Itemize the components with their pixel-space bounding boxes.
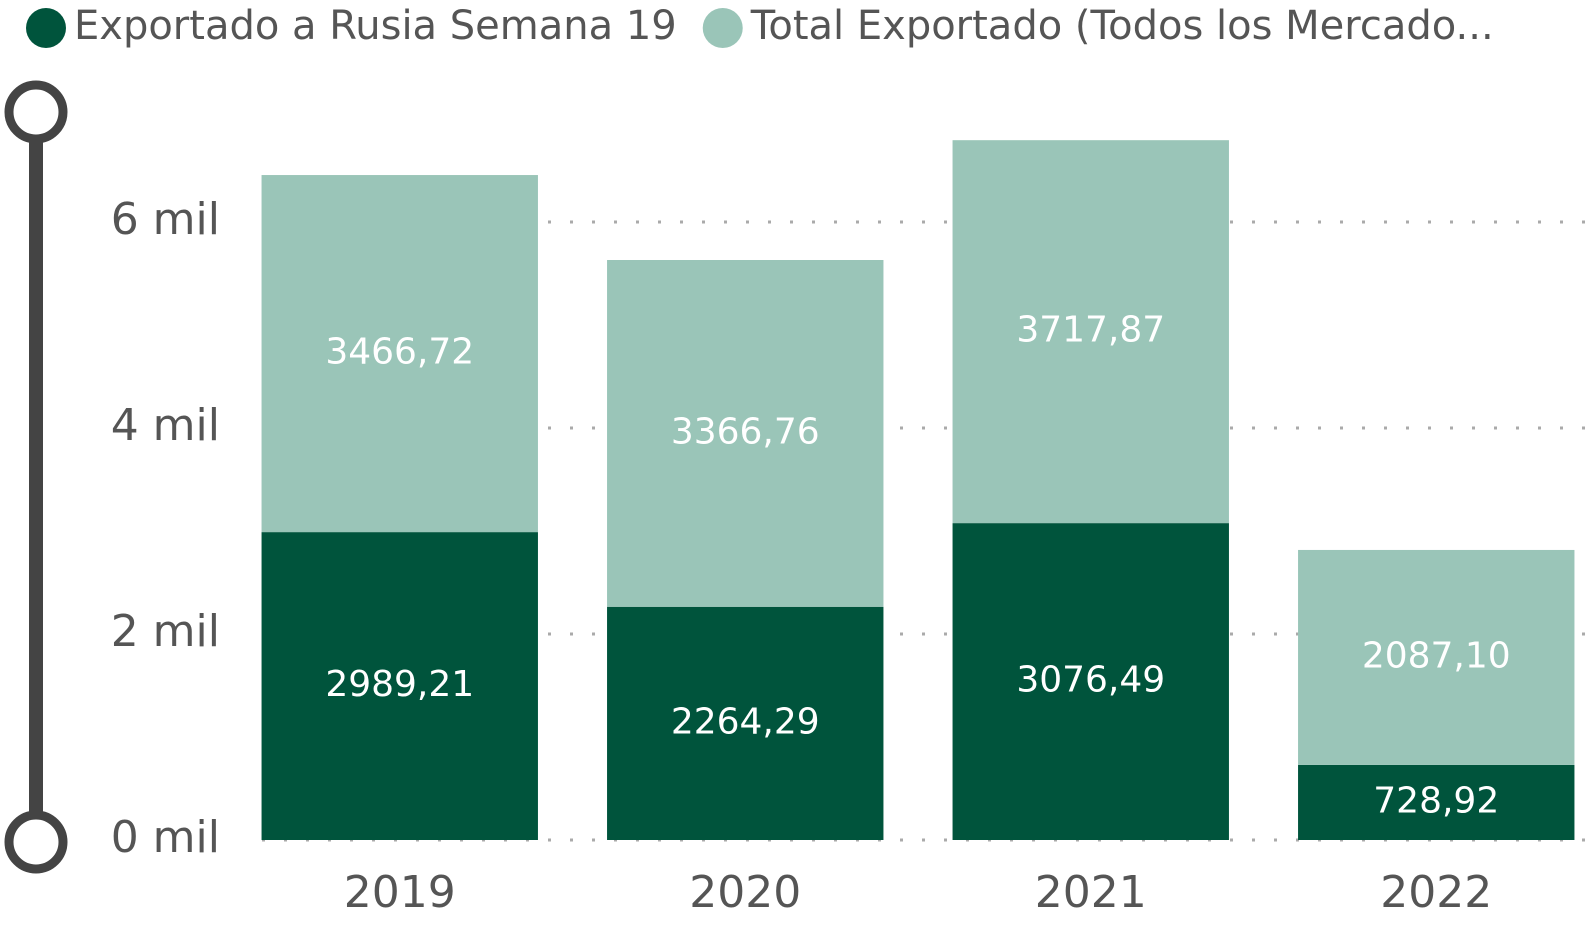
bar-segment xyxy=(1298,549,1575,765)
x-tick-label: 2021 xyxy=(1035,867,1147,918)
y-tick-label: 2 mil xyxy=(111,606,220,657)
x-tick-label: 2019 xyxy=(344,867,456,918)
legend-label: Total Exportado (Todos los Mercado... xyxy=(750,3,1494,49)
data-label: 728,92 xyxy=(1373,780,1499,821)
y-tick-label: 6 mil xyxy=(111,194,220,245)
legend-marker xyxy=(26,8,66,48)
slider-handle[interactable] xyxy=(4,80,68,144)
slider-handle[interactable] xyxy=(4,810,68,874)
data-label: 3717,87 xyxy=(1016,310,1165,351)
bar-segment xyxy=(607,260,884,607)
data-label: 3366,76 xyxy=(671,411,820,452)
data-label: 2087,10 xyxy=(1362,635,1511,676)
data-label: 2989,21 xyxy=(325,664,474,705)
y-tick-label: 0 mil xyxy=(111,812,220,863)
bar-segment xyxy=(261,175,538,533)
legend-marker xyxy=(702,8,743,48)
legend-label: Exportado a Rusia Semana 19 xyxy=(74,3,677,49)
bar-segment xyxy=(607,606,884,840)
bar-segment xyxy=(1298,764,1575,840)
data-label: 3466,72 xyxy=(325,332,474,373)
range-slider xyxy=(4,80,68,874)
bar-segment xyxy=(952,140,1229,524)
x-tick-label: 2022 xyxy=(1380,867,1492,918)
data-label: 3076,49 xyxy=(1016,660,1165,701)
y-tick-label: 4 mil xyxy=(111,400,220,451)
bar-segment xyxy=(952,523,1229,840)
bar-segment xyxy=(261,532,538,840)
data-label: 2264,29 xyxy=(671,701,820,742)
x-tick-label: 2020 xyxy=(689,867,801,918)
